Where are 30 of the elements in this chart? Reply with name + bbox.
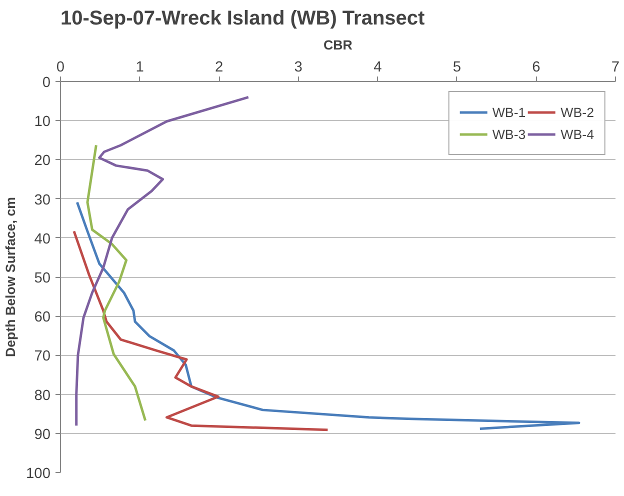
- line-series: [75, 96, 250, 427]
- x-tick-label: 1: [136, 60, 144, 76]
- y-tick-label: 50: [34, 270, 51, 286]
- line-series: [86, 144, 147, 422]
- x-tick-label: 4: [374, 60, 382, 76]
- y-axis-title: Depth Below Surface, cm: [3, 196, 18, 357]
- legend-label: WB-3: [492, 126, 526, 142]
- y-tick-label: 30: [34, 192, 51, 208]
- x-tick-label: 7: [611, 60, 620, 76]
- line-series: [72, 230, 329, 432]
- x-tick-label: 0: [56, 60, 65, 76]
- x-axis-title: CBR: [324, 38, 353, 52]
- x-tick-label: 6: [532, 60, 540, 76]
- y-tick-label: 90: [34, 426, 51, 443]
- x-tick-label: 2: [214, 60, 224, 76]
- legend-label: WB-4: [560, 126, 594, 142]
- y-tick-label: 20: [34, 153, 51, 170]
- y-tick-label: 80: [34, 388, 51, 404]
- y-tick-label: 10: [34, 114, 51, 130]
- legend-label: WB-1: [492, 104, 526, 120]
- x-tick-label: 3: [294, 60, 302, 76]
- y-tick-label: 70: [34, 348, 51, 365]
- chart-title: 10-Sep-07-Wreck Island (WB) Transect: [60, 8, 426, 30]
- y-tick-label: 0: [42, 75, 51, 91]
- legend-label: WB-2: [560, 104, 594, 120]
- x-tick-label: 5: [452, 60, 462, 76]
- y-tick-label: 100: [26, 466, 51, 482]
- y-tick-label: 60: [34, 310, 51, 326]
- line-series: [76, 201, 580, 430]
- y-tick-label: 40: [34, 231, 51, 248]
